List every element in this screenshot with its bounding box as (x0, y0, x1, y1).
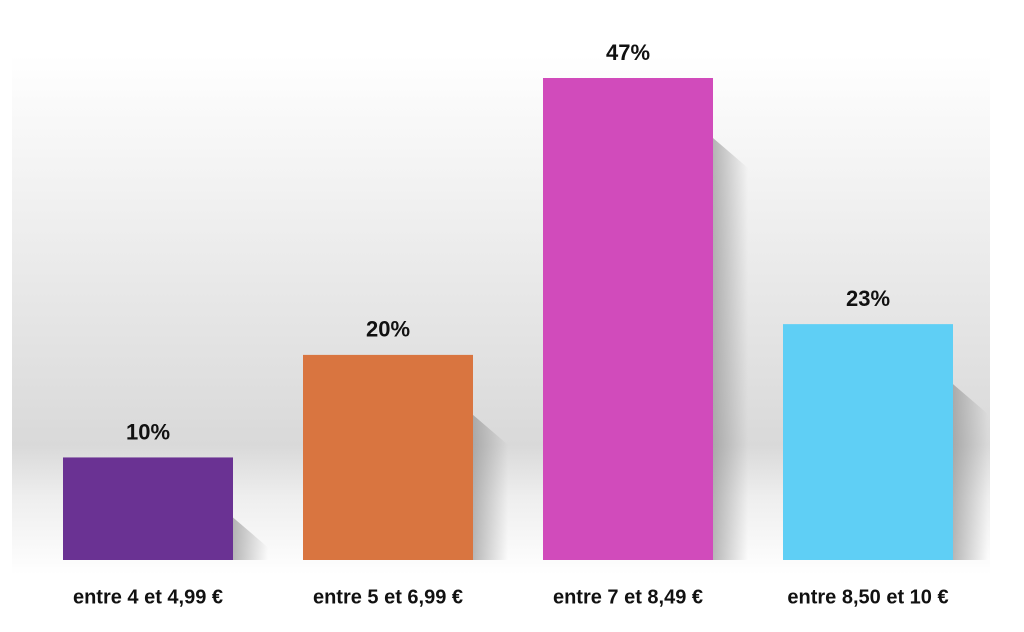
value-label: 23% (846, 286, 890, 311)
x-tick-label: entre 5 et 6,99 € (313, 586, 463, 608)
x-tick-label: entre 7 et 8,49 € (553, 586, 703, 608)
bar (303, 354, 473, 560)
bar-shadow (953, 384, 988, 560)
bar-shadow (233, 517, 268, 560)
value-label: 10% (126, 419, 170, 444)
x-tick-label: entre 4 et 4,99 € (73, 586, 223, 608)
x-tick-label: entre 8,50 et 10 € (787, 586, 948, 608)
bar (543, 78, 713, 560)
bar-shadow (713, 138, 748, 560)
bar-shadow (473, 414, 508, 560)
bar (783, 324, 953, 560)
value-label: 47% (606, 40, 650, 65)
value-label: 20% (366, 317, 410, 342)
bar (63, 457, 233, 560)
